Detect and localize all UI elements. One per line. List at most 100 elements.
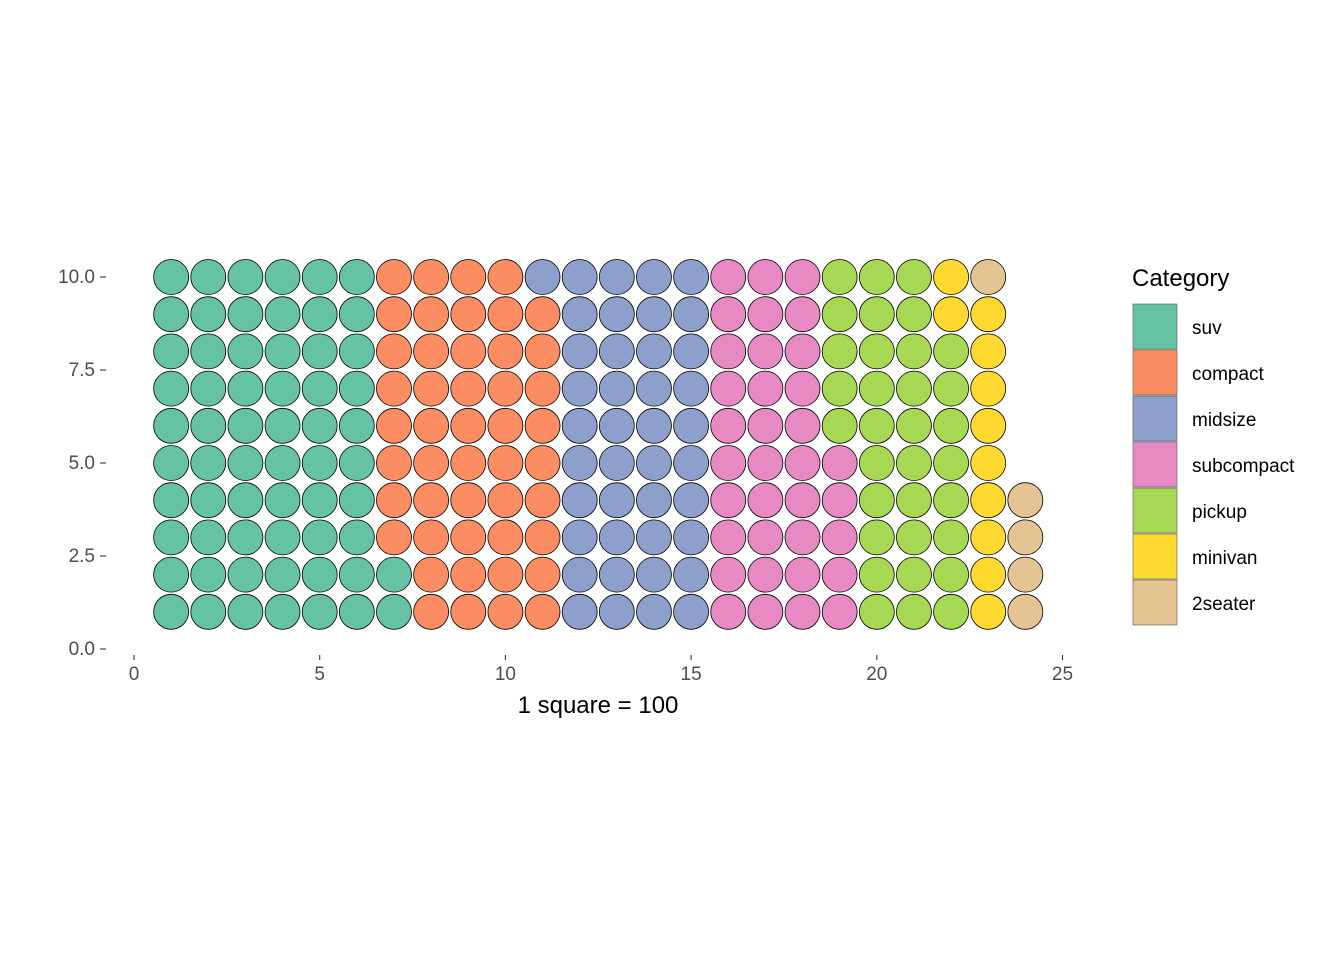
- waffle-cell-suv: [338, 482, 375, 519]
- waffle-cell-compact: [524, 370, 561, 407]
- waffle-cell-pickup: [933, 519, 969, 556]
- waffle-cell-pickup: [896, 296, 932, 333]
- legend-key-2seater: [1132, 579, 1178, 626]
- waffle-cell-midsize: [636, 296, 672, 333]
- waffle-cell-suv: [227, 370, 264, 407]
- waffle-cell-pickup: [896, 445, 932, 481]
- waffle-cell-compact: [413, 445, 450, 481]
- waffle-cell-pickup: [933, 333, 969, 370]
- waffle-cell-suv: [227, 593, 264, 630]
- waffle-cell-suv: [153, 407, 190, 444]
- waffle-cell-minivan: [970, 407, 1007, 444]
- waffle-cell-compact: [413, 296, 450, 333]
- waffle-cell-pickup: [821, 259, 858, 295]
- waffle-cell-midsize: [636, 370, 672, 407]
- x-tick-label: 20: [866, 664, 887, 685]
- waffle-cell-subcompact: [747, 296, 784, 333]
- waffle-cell-suv: [190, 370, 227, 407]
- waffle-cell-compact: [413, 556, 450, 593]
- waffle-cell-midsize: [561, 296, 598, 333]
- waffle-cell-compact: [376, 333, 412, 370]
- waffle-cell-compact: [450, 407, 487, 444]
- waffle-cell-suv: [153, 519, 190, 556]
- waffle-cell-suv: [153, 259, 190, 295]
- waffle-cell-suv: [227, 445, 264, 481]
- waffle-cell-suv: [338, 296, 375, 333]
- legend-label-suv: suv: [1192, 318, 1222, 339]
- waffle-cell-midsize: [636, 482, 672, 519]
- waffle-cell-suv: [153, 370, 190, 407]
- waffle-cell-compact: [524, 445, 561, 481]
- waffle-cell-suv: [153, 296, 190, 333]
- waffle-cell-subcompact: [821, 519, 858, 556]
- waffle-cell-minivan: [933, 259, 969, 295]
- waffle-cell-suv: [264, 370, 301, 407]
- waffle-cell-midsize: [673, 445, 709, 481]
- waffle-cell-midsize: [598, 407, 635, 444]
- waffle-cell-2seater: [1007, 482, 1044, 519]
- waffle-cell-pickup: [896, 333, 932, 370]
- waffle-cell-midsize: [673, 519, 709, 556]
- waffle-cell-minivan: [970, 519, 1007, 556]
- waffle-cell-midsize: [636, 519, 672, 556]
- waffle-cell-compact: [487, 370, 524, 407]
- legend-key-midsize: [1132, 395, 1178, 442]
- waffle-cell-compact: [413, 259, 450, 295]
- waffle-cell-compact: [524, 407, 561, 444]
- waffle-cell-subcompact: [784, 370, 821, 407]
- waffle-cell-suv: [338, 407, 375, 444]
- waffle-cell-suv: [301, 296, 338, 333]
- waffle-cell-suv: [264, 482, 301, 519]
- waffle-cell-suv: [264, 407, 301, 444]
- waffle-cell-pickup: [896, 482, 932, 519]
- waffle-cell-compact: [376, 407, 412, 444]
- waffle-cell-midsize: [598, 556, 635, 593]
- waffle-cell-compact: [413, 482, 450, 519]
- waffle-cell-subcompact: [747, 445, 784, 481]
- waffle-cell-suv: [153, 482, 190, 519]
- waffle-cell-suv: [227, 556, 264, 593]
- legend-key-pickup: [1132, 487, 1178, 534]
- waffle-cell-compact: [376, 445, 412, 481]
- waffle-cell-compact: [413, 333, 450, 370]
- waffle-cell-subcompact: [747, 519, 784, 556]
- waffle-cell-suv: [338, 259, 375, 295]
- legend-label-midsize: midsize: [1192, 410, 1256, 431]
- legend-title: Category: [1132, 265, 1229, 292]
- waffle-cell-suv: [190, 593, 227, 630]
- x-tick-label: 5: [314, 664, 325, 685]
- waffle-cell-pickup: [858, 296, 895, 333]
- waffle-cell-subcompact: [710, 370, 747, 407]
- x-tick-label: 0: [129, 664, 140, 685]
- waffle-cell-midsize: [636, 445, 672, 481]
- waffle-cell-compact: [487, 296, 524, 333]
- waffle-cell-suv: [301, 593, 338, 630]
- waffle-cell-midsize: [673, 296, 709, 333]
- waffle-cell-subcompact: [747, 259, 784, 295]
- waffle-cell-midsize: [598, 445, 635, 481]
- waffle-cell-midsize: [598, 296, 635, 333]
- waffle-cell-midsize: [598, 482, 635, 519]
- waffle-cell-compact: [487, 445, 524, 481]
- waffle-cell-midsize: [673, 407, 709, 444]
- waffle-cell-midsize: [561, 407, 598, 444]
- waffle-cell-pickup: [896, 593, 932, 630]
- waffle-cell-pickup: [858, 370, 895, 407]
- legend-label-2seater: 2seater: [1192, 594, 1256, 615]
- waffle-cell-suv: [264, 556, 301, 593]
- waffle-cell-minivan: [933, 296, 969, 333]
- waffle-cell-suv: [153, 593, 190, 630]
- waffle-cell-suv: [153, 333, 190, 370]
- waffle-cell-compact: [376, 482, 412, 519]
- waffle-cell-suv: [338, 556, 375, 593]
- waffle-cell-compact: [376, 259, 412, 295]
- waffle-cell-pickup: [896, 370, 932, 407]
- waffle-cell-suv: [264, 333, 301, 370]
- waffle-cell-midsize: [673, 370, 709, 407]
- waffle-cell-midsize: [673, 333, 709, 370]
- waffle-cell-suv: [227, 407, 264, 444]
- waffle-cell-subcompact: [821, 482, 858, 519]
- waffle-cell-compact: [450, 519, 487, 556]
- waffle-cell-subcompact: [747, 370, 784, 407]
- waffle-cell-suv: [301, 556, 338, 593]
